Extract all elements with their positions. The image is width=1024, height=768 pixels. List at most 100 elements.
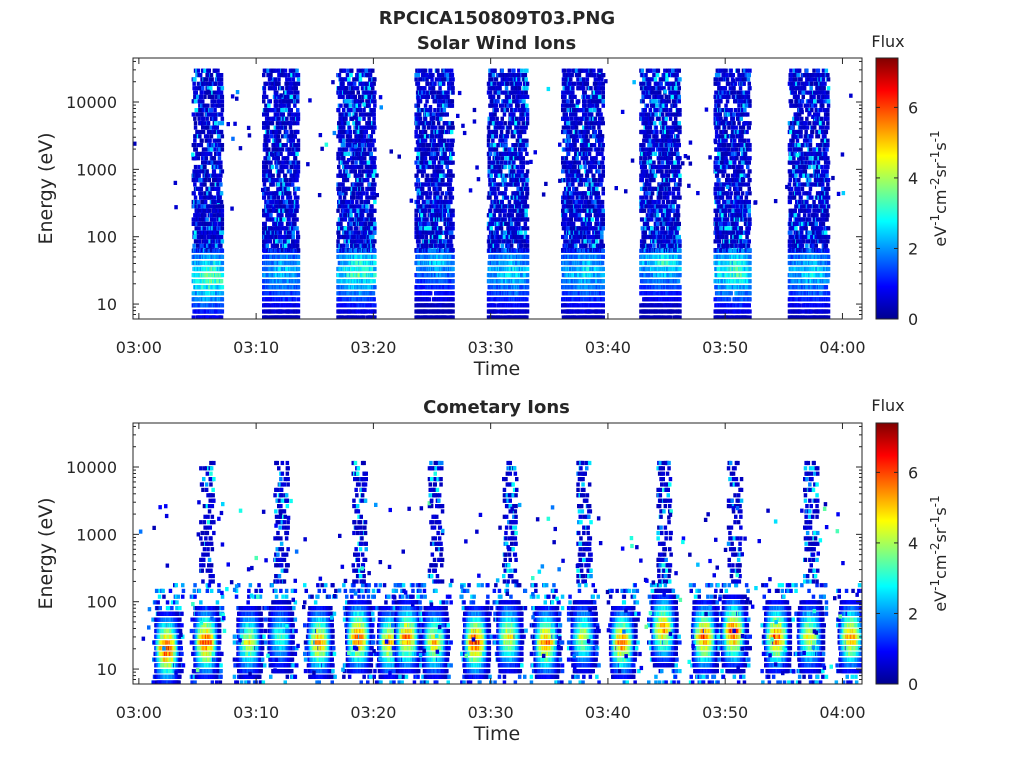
flux-cell [344, 152, 348, 156]
flux-cell [348, 99, 352, 103]
flux-cell [297, 273, 301, 277]
flux-cell [271, 165, 275, 169]
flux-cell [202, 117, 206, 121]
flux-cell [365, 204, 369, 208]
flux-cell [275, 104, 279, 108]
flux-cell [297, 261, 301, 265]
flux-cell [439, 174, 443, 178]
flux-cell [451, 267, 455, 271]
flux-cell [203, 182, 207, 186]
flux-cell [344, 217, 348, 221]
flux-cell [287, 187, 291, 191]
flux-cell [221, 222, 225, 226]
flux-cell [417, 178, 421, 182]
flux-cell [220, 73, 224, 77]
flux-cell [373, 261, 377, 265]
flux-cell [338, 187, 342, 191]
flux-cell [346, 121, 350, 125]
flux-cell [265, 165, 269, 169]
flux-cell [426, 82, 430, 86]
flux-cell [373, 77, 377, 81]
flux-cell [445, 235, 449, 239]
flux-cell [349, 104, 353, 108]
flux-cell [221, 204, 225, 208]
flux-cell [216, 69, 220, 73]
flux-cell [441, 191, 445, 195]
flux-cell [349, 73, 353, 77]
flux-cell [451, 291, 455, 295]
flux-cell [448, 182, 452, 186]
flux-cell [352, 191, 356, 195]
flux-cell [214, 121, 218, 125]
flux-cell [426, 200, 430, 204]
flux-cell [369, 73, 373, 77]
flux-cell [353, 82, 357, 86]
flux-cell [451, 285, 455, 289]
flux-cell [449, 191, 453, 195]
flux-cell [342, 156, 346, 160]
flux-cell [446, 91, 450, 95]
flux-cell [432, 86, 436, 90]
flux-cell [418, 112, 422, 116]
flux-cell [292, 139, 296, 143]
flux-cell [349, 213, 353, 217]
flux-cell [365, 130, 369, 134]
flux-cell [417, 82, 421, 86]
flux-cell [443, 139, 447, 143]
flux-cell [220, 82, 224, 86]
flux-cell [295, 200, 299, 204]
flux-cell [221, 217, 225, 221]
flux-cell [193, 182, 197, 186]
flux-cell [213, 196, 217, 200]
flux-cell [205, 217, 209, 221]
flux-cell [193, 77, 197, 81]
flux-cell [451, 255, 455, 259]
flux-cell [277, 82, 281, 86]
flux-cell [266, 244, 270, 248]
flux-cell [297, 165, 301, 169]
flux-cell [210, 108, 214, 112]
flux-cell [203, 226, 207, 230]
flux-cell [428, 297, 432, 301]
flux-cell [424, 117, 428, 121]
flux-cell [221, 121, 225, 125]
flux-cell [211, 95, 215, 99]
flux-cell [425, 235, 429, 239]
flux-cell [442, 82, 446, 86]
flux-cell [275, 99, 279, 103]
flux-cell [206, 134, 210, 138]
flux-cell [449, 200, 453, 204]
flux-cell [373, 147, 377, 151]
flux-cell [373, 309, 377, 313]
flux-cell [297, 161, 301, 165]
flux-cell [297, 297, 301, 301]
flux-cell [443, 213, 447, 217]
flux-cell [200, 191, 204, 195]
flux-cell [435, 222, 439, 226]
flux-cell [433, 161, 437, 165]
flux-cell [204, 178, 208, 182]
flux-cell [197, 226, 201, 230]
flux-cell [214, 117, 218, 121]
flux-cell [221, 303, 225, 307]
flux-cell [351, 161, 355, 165]
flux-cell [213, 156, 217, 160]
flux-cell [372, 117, 376, 121]
flux-cell [201, 99, 205, 103]
flux-cell [364, 222, 368, 226]
flux-cell [221, 291, 225, 295]
spectrogram-panel-1: 03:00 03:10 03:20 03:30 03:40 03:50 04:0010100… [35, 32, 950, 380]
flux-cell [487, 126, 491, 130]
flux-cell [219, 244, 223, 248]
flux-cell [446, 165, 450, 169]
flux-cell [296, 231, 300, 235]
flux-cell [296, 239, 300, 243]
flux-cell [372, 297, 376, 301]
flux-cell [346, 73, 350, 77]
flux-cell [277, 174, 281, 178]
flux-cell [373, 222, 377, 226]
flux-cell [421, 187, 425, 191]
flux-cell [284, 143, 288, 147]
flux-cell [354, 161, 358, 165]
flux-cell [443, 108, 447, 112]
